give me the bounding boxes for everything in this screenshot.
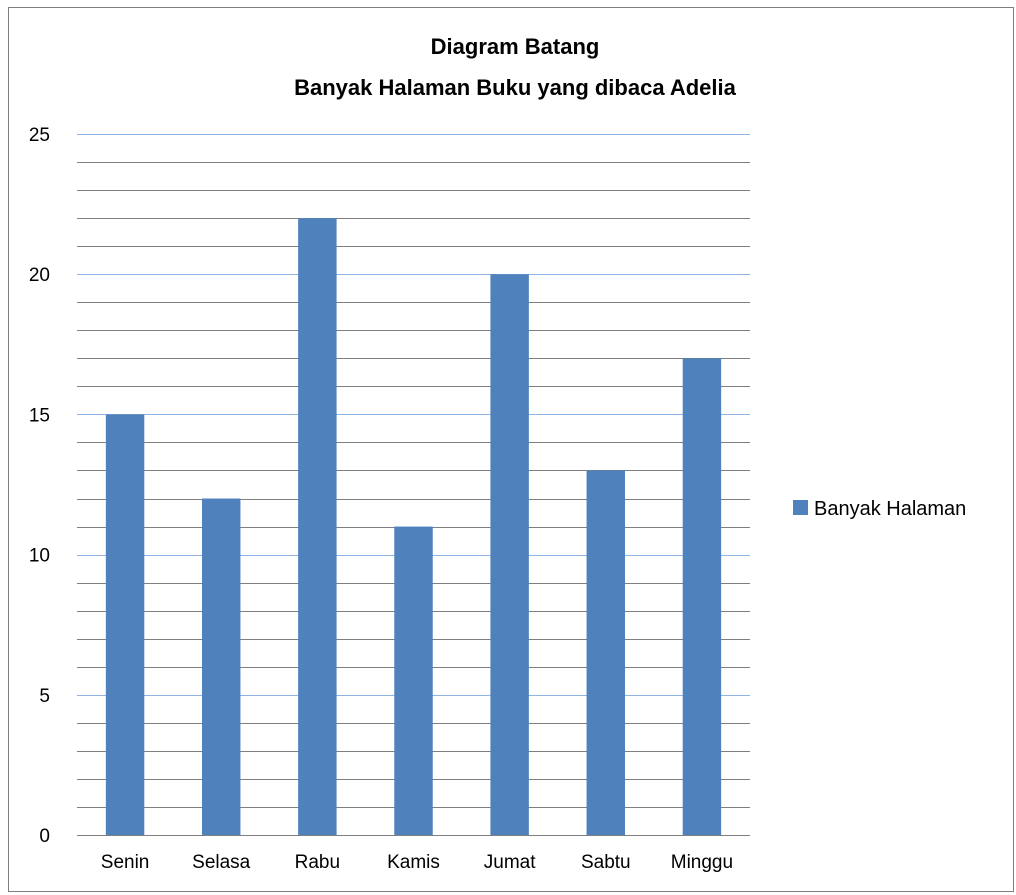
x-tick-label: Rabu — [295, 852, 340, 873]
bar-selasa — [201, 498, 241, 835]
bar-sabtu — [586, 470, 626, 835]
y-tick-label: 15 — [29, 405, 50, 426]
bar-senin — [105, 414, 145, 835]
bar-kamis — [394, 526, 433, 835]
x-tick-label: Senin — [101, 852, 150, 873]
x-axis-ticks: Senin Selasa Rabu Kamis Jumat Sabtu Minggu — [101, 852, 733, 873]
bar-minggu — [682, 358, 722, 835]
x-tick-label: Jumat — [484, 852, 536, 873]
y-tick-label: 25 — [29, 125, 50, 146]
x-tick-label: Selasa — [192, 852, 251, 873]
x-tick-label: Minggu — [671, 852, 733, 873]
x-tick-label: Kamis — [387, 852, 440, 873]
y-tick-label: 10 — [29, 546, 50, 567]
legend-label: Banyak Halaman — [814, 498, 966, 520]
y-tick-label: 0 — [39, 826, 50, 847]
y-tick-label: 5 — [39, 686, 50, 707]
y-tick-label: 20 — [29, 265, 50, 286]
bars — [105, 218, 722, 835]
bar-jumat — [490, 274, 529, 835]
y-axis-ticks: 0 5 10 15 20 25 — [29, 125, 50, 847]
bar-rabu — [298, 218, 337, 835]
chart-title: Diagram Batang — [431, 34, 600, 59]
x-tick-label: Sabtu — [581, 852, 631, 873]
chart-subtitle: Banyak Halaman Buku yang dibaca Adelia — [294, 75, 737, 100]
legend: Banyak Halaman — [793, 498, 966, 520]
legend-swatch — [793, 500, 808, 515]
